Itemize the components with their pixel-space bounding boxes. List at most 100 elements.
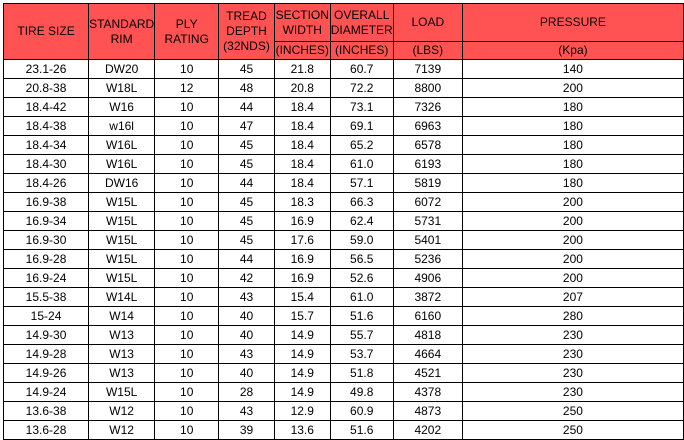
cell-tread-depth: 40 xyxy=(218,325,275,345)
cell-overall-diameter: 60.7 xyxy=(329,59,394,79)
cell-standard-rim: W13 xyxy=(88,363,156,383)
cell-overall-diameter: 62.4 xyxy=(329,211,394,231)
cell-tire-size: 14.9-30 xyxy=(2,325,90,345)
cell-load: 4906 xyxy=(392,268,463,288)
cell-pressure: 180 xyxy=(461,97,684,117)
cell-tread-depth: 28 xyxy=(218,382,275,402)
cell-standard-rim: W13 xyxy=(88,325,156,345)
cell-section-width: 21.8 xyxy=(273,59,331,79)
cell-load: 5236 xyxy=(392,249,463,269)
cell-section-width: 17.6 xyxy=(273,230,331,250)
cell-ply-rating: 10 xyxy=(154,116,220,136)
cell-pressure: 140 xyxy=(461,59,684,79)
cell-overall-diameter: 73.1 xyxy=(329,97,394,117)
cell-tread-depth: 40 xyxy=(218,363,275,383)
cell-section-width: 13.6 xyxy=(273,420,331,440)
cell-load: 4202 xyxy=(392,420,463,440)
table-row: 13.6-38 W12 10 43 12.9 60.9 4873 250 xyxy=(2,401,684,421)
cell-overall-diameter: 72.2 xyxy=(329,78,394,98)
cell-pressure: 250 xyxy=(461,401,684,421)
table-row: 16.9-28 W15L 10 44 16.9 56.5 5236 200 xyxy=(2,249,684,269)
cell-ply-rating: 10 xyxy=(154,420,220,440)
cell-section-width: 15.4 xyxy=(273,287,331,307)
section-width-unit: (INCHES) xyxy=(273,41,331,60)
cell-tread-depth: 45 xyxy=(218,192,275,212)
header-section-width: SECTION WIDTH xyxy=(273,3,331,42)
cell-pressure: 230 xyxy=(461,382,684,402)
cell-tire-size: 15.5-38 xyxy=(2,287,90,307)
cell-overall-diameter: 52.6 xyxy=(329,268,394,288)
cell-load: 6193 xyxy=(392,154,463,174)
cell-standard-rim: W15L xyxy=(88,249,156,269)
cell-pressure: 200 xyxy=(461,192,684,212)
cell-tread-depth: 40 xyxy=(218,306,275,326)
cell-section-width: 14.9 xyxy=(273,325,331,345)
cell-tire-size: 16.9-30 xyxy=(2,230,90,250)
pressure-unit: (Kpa) xyxy=(461,41,684,60)
cell-ply-rating: 10 xyxy=(154,363,220,383)
cell-overall-diameter: 65.2 xyxy=(329,135,394,155)
cell-pressure: 230 xyxy=(461,325,684,345)
cell-tread-depth: 45 xyxy=(218,59,275,79)
cell-section-width: 12.9 xyxy=(273,401,331,421)
cell-pressure: 200 xyxy=(461,249,684,269)
cell-tire-size: 13.6-28 xyxy=(2,420,90,440)
cell-load: 7139 xyxy=(392,59,463,79)
overall-diameter-unit: (INCHES) xyxy=(329,41,394,60)
cell-ply-rating: 10 xyxy=(154,382,220,402)
cell-pressure: 280 xyxy=(461,306,684,326)
cell-tread-depth: 45 xyxy=(218,154,275,174)
cell-load: 6578 xyxy=(392,135,463,155)
cell-overall-diameter: 49.8 xyxy=(329,382,394,402)
cell-section-width: 14.9 xyxy=(273,344,331,364)
cell-tire-size: 16.9-28 xyxy=(2,249,90,269)
cell-tire-size: 14.9-28 xyxy=(2,344,90,364)
cell-ply-rating: 10 xyxy=(154,154,220,174)
cell-section-width: 14.9 xyxy=(273,382,331,402)
table-row: 18.4-34 W16L 10 45 18.4 65.2 6578 180 xyxy=(2,135,684,155)
cell-ply-rating: 10 xyxy=(154,306,220,326)
cell-standard-rim: W13 xyxy=(88,344,156,364)
cell-overall-diameter: 69.1 xyxy=(329,116,394,136)
cell-tire-size: 15-24 xyxy=(2,306,90,326)
cell-standard-rim: W18L xyxy=(88,78,156,98)
cell-overall-diameter: 59.0 xyxy=(329,230,394,250)
cell-section-width: 18.4 xyxy=(273,154,331,174)
cell-tire-size: 18.4-26 xyxy=(2,173,90,193)
cell-tire-size: 18.4-42 xyxy=(2,97,90,117)
cell-section-width: 16.9 xyxy=(273,249,331,269)
cell-standard-rim: W14 xyxy=(88,306,156,326)
table-row: 16.9-38 W15L 10 45 18.3 66.3 6072 200 xyxy=(2,192,684,212)
cell-pressure: 180 xyxy=(461,154,684,174)
cell-tire-size: 20.8-38 xyxy=(2,78,90,98)
tire-spec-table: TIRE SIZE STANDARD RIM PLY RATING TREAD … xyxy=(2,3,684,440)
cell-overall-diameter: 53.7 xyxy=(329,344,394,364)
cell-tread-depth: 44 xyxy=(218,97,275,117)
table-row: 18.4-26 DW16 10 44 18.4 57.1 5819 180 xyxy=(2,173,684,193)
cell-tire-size: 18.4-38 xyxy=(2,116,90,136)
cell-tire-size: 18.4-30 xyxy=(2,154,90,174)
cell-tire-size: 13.6-38 xyxy=(2,401,90,421)
table-row: 15-24 W14 10 40 15.7 51.6 6160 280 xyxy=(2,306,684,326)
cell-section-width: 18.3 xyxy=(273,192,331,212)
cell-overall-diameter: 61.0 xyxy=(329,287,394,307)
cell-tire-size: 23.1-26 xyxy=(2,59,90,79)
cell-standard-rim: w16l xyxy=(88,116,156,136)
cell-standard-rim: W15L xyxy=(88,192,156,212)
cell-ply-rating: 10 xyxy=(154,230,220,250)
cell-ply-rating: 10 xyxy=(154,135,220,155)
cell-ply-rating: 10 xyxy=(154,97,220,117)
cell-tread-depth: 42 xyxy=(218,268,275,288)
cell-pressure: 250 xyxy=(461,420,684,440)
cell-ply-rating: 10 xyxy=(154,211,220,231)
cell-tread-depth: 45 xyxy=(218,135,275,155)
cell-overall-diameter: 51.6 xyxy=(329,306,394,326)
header-standard-rim: STANDARD RIM xyxy=(88,3,156,60)
cell-section-width: 18.4 xyxy=(273,135,331,155)
cell-overall-diameter: 61.0 xyxy=(329,154,394,174)
cell-standard-rim: DW16 xyxy=(88,173,156,193)
cell-section-width: 20.8 xyxy=(273,78,331,98)
table-body: 23.1-26 DW20 10 45 21.8 60.7 7139 140 20.8-38 W18… xyxy=(2,59,684,440)
table-row: 14.9-30 W13 10 40 14.9 55.7 4818 230 xyxy=(2,325,684,345)
table-row: 18.4-42 W16 10 44 18.4 73.1 7326 180 xyxy=(2,97,684,117)
